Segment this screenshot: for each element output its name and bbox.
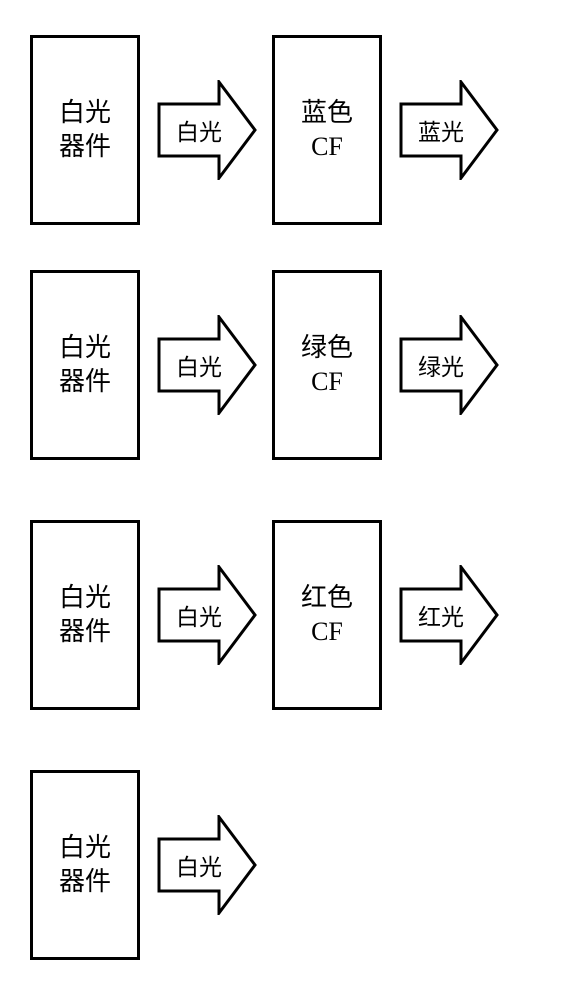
arrow1-3-shape (148, 815, 266, 915)
cf-box-0-label: 蓝色CF (301, 96, 353, 164)
diagram-canvas: 白光器件白光蓝色CF蓝光白光器件白光绿色CF绿光白光器件白光红色CF红光白光器件… (0, 0, 563, 1000)
source-box-3-label: 白光器件 (59, 831, 111, 899)
arrow2-0-shape (390, 80, 508, 180)
source-box-0: 白光器件 (30, 35, 140, 225)
cf-box-2-label: 红色CF (301, 581, 353, 649)
arrow1-1: 白光 (148, 315, 266, 415)
source-box-3: 白光器件 (30, 770, 140, 960)
arrow1-2-shape (148, 565, 266, 665)
arrow1-1-shape (148, 315, 266, 415)
source-box-0-label: 白光器件 (59, 96, 111, 164)
cf-box-2: 红色CF (272, 520, 382, 710)
cf-box-1: 绿色CF (272, 270, 382, 460)
source-box-2: 白光器件 (30, 520, 140, 710)
arrow2-2-shape (390, 565, 508, 665)
arrow2-1-shape (390, 315, 508, 415)
source-box-1-label: 白光器件 (59, 331, 111, 399)
cf-box-0: 蓝色CF (272, 35, 382, 225)
source-box-1: 白光器件 (30, 270, 140, 460)
arrow2-2: 红光 (390, 565, 508, 665)
arrow1-2: 白光 (148, 565, 266, 665)
arrow1-0: 白光 (148, 80, 266, 180)
cf-box-1-label: 绿色CF (301, 331, 353, 399)
arrow1-0-shape (148, 80, 266, 180)
arrow1-3: 白光 (148, 815, 266, 915)
arrow2-0: 蓝光 (390, 80, 508, 180)
source-box-2-label: 白光器件 (59, 581, 111, 649)
arrow2-1: 绿光 (390, 315, 508, 415)
